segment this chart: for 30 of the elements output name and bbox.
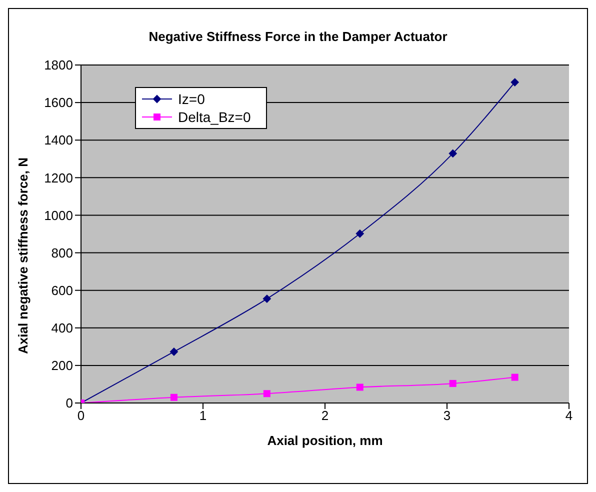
x-axis-title: Axial position, mm [267, 433, 383, 448]
y-tick-label: 200 [51, 358, 73, 374]
y-tick-label: 1000 [44, 208, 73, 223]
point [449, 380, 456, 387]
y-tick-label: 1800 [44, 58, 73, 73]
point [511, 374, 518, 381]
point [448, 149, 457, 158]
x-tick-label: 1 [199, 408, 207, 424]
legend-label: Delta_Bz=0 [178, 108, 251, 126]
y-axis-title: Axial negative stiffness force, N [16, 157, 31, 354]
point [170, 394, 178, 401]
y-tick-label: 1600 [44, 95, 73, 110]
x-tick-label: 3 [443, 408, 451, 424]
x-tick-label: 0 [77, 408, 85, 424]
y-tick-label: 800 [51, 245, 73, 260]
point [356, 230, 364, 238]
y-tick-label: 1400 [44, 132, 73, 148]
point [170, 348, 178, 356]
legend-label: Iz=0 [178, 90, 205, 108]
chart-title: Negative Stiffness Force in the Damper Actuator [148, 29, 448, 44]
point [263, 390, 270, 398]
y-tick-label: 600 [51, 282, 73, 298]
x-tick-label: 2 [321, 408, 329, 424]
point [510, 78, 519, 86]
y-tick-label: 1200 [44, 170, 73, 186]
point [356, 384, 364, 391]
point [262, 294, 271, 303]
x-tick-label: 4 [565, 408, 573, 424]
y-tick-label: 400 [51, 320, 73, 336]
y-tick-label: 0 [66, 396, 73, 411]
